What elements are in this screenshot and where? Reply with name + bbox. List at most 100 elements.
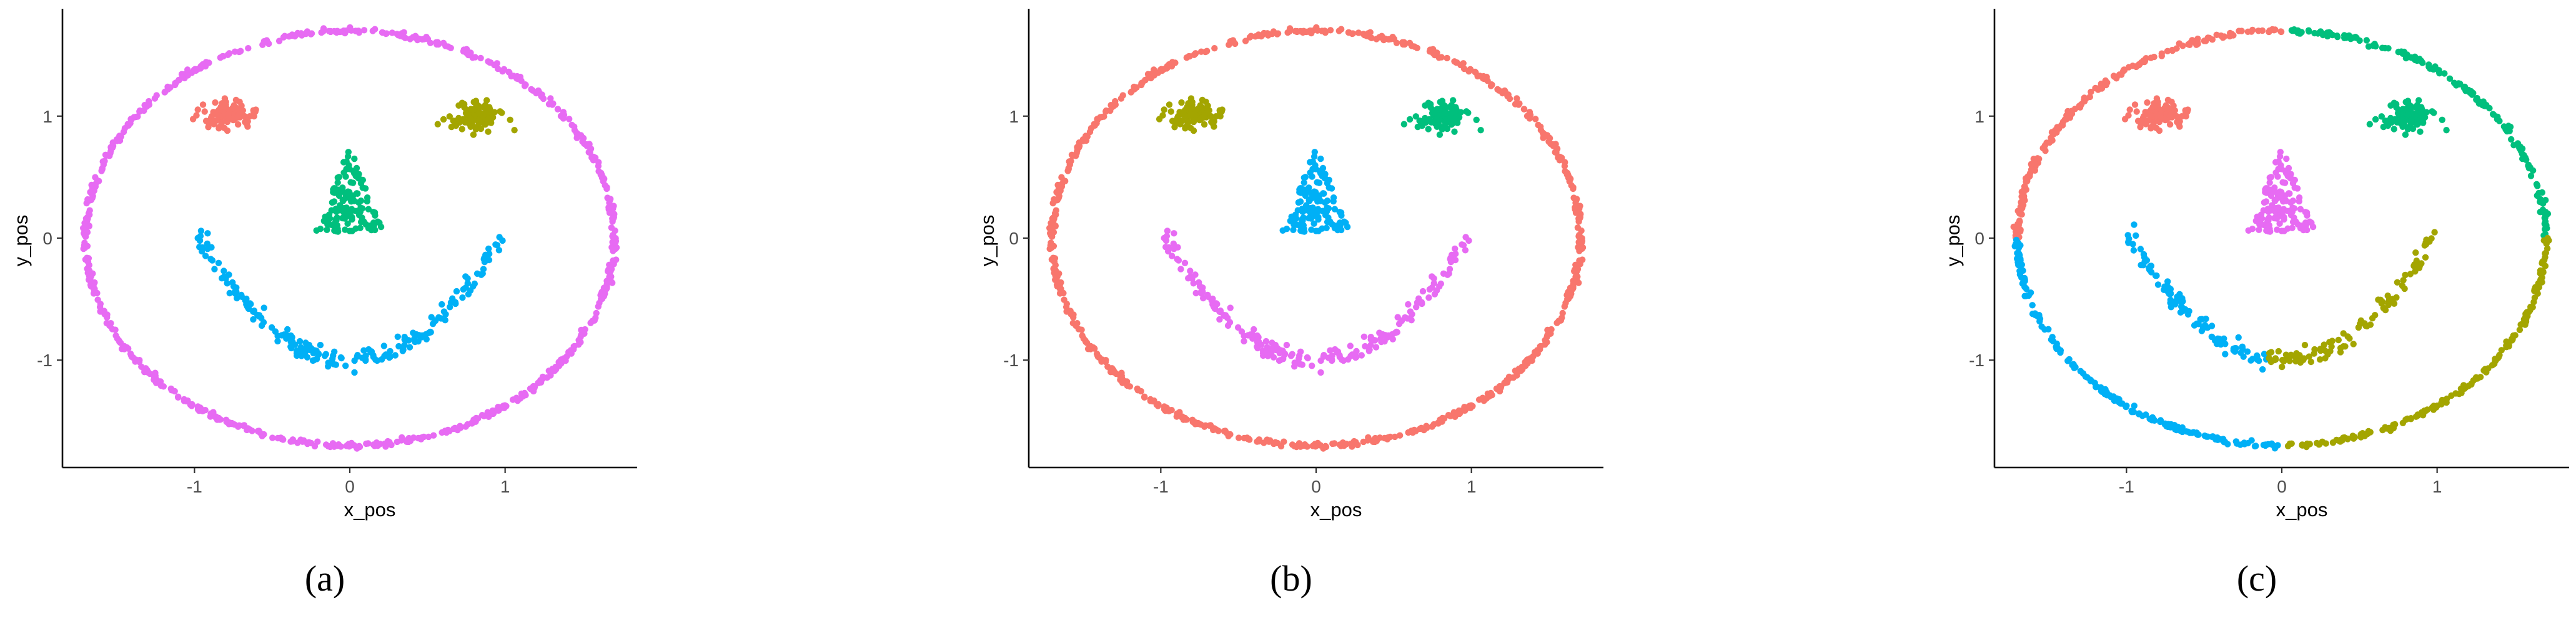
data-point <box>1325 205 1332 212</box>
data-point <box>2028 166 2035 173</box>
scatter-plot-c: -1 0 1 -1 0 1 x_pos y_pos <box>1942 9 2569 521</box>
data-point <box>1314 27 1321 34</box>
data-point <box>2217 436 2224 443</box>
data-point <box>1542 341 1548 348</box>
data-point <box>324 226 330 233</box>
data-point <box>2283 155 2290 162</box>
data-point <box>359 205 366 212</box>
data-point <box>1291 359 1298 366</box>
data-point <box>94 296 101 303</box>
data-point <box>2385 45 2392 52</box>
data-point <box>1316 192 1323 199</box>
x-tick-label: 0 <box>2277 477 2287 496</box>
data-point <box>1576 257 1583 264</box>
data-point <box>389 29 396 36</box>
data-point <box>331 348 338 355</box>
data-point <box>1201 121 1208 128</box>
data-point <box>352 168 359 174</box>
data-point <box>2472 375 2479 382</box>
data-point <box>1300 214 1307 221</box>
data-point <box>94 177 101 184</box>
data-point <box>1309 206 1316 212</box>
data-point <box>2266 214 2272 221</box>
data-point <box>279 332 285 339</box>
data-point <box>1098 114 1106 121</box>
data-point <box>1309 166 1316 172</box>
data-point <box>1372 344 1380 351</box>
data-point <box>1165 63 1172 70</box>
data-point <box>1187 268 1194 274</box>
data-point <box>1461 404 1468 411</box>
data-point <box>268 324 275 331</box>
data-point <box>1288 213 1295 220</box>
data-point <box>1520 106 1528 112</box>
data-point <box>2017 262 2024 269</box>
data-point <box>2412 249 2419 256</box>
data-point <box>1061 296 1068 303</box>
data-point <box>1579 244 1587 251</box>
data-point <box>457 422 463 429</box>
data-point <box>1292 28 1299 34</box>
data-point <box>2286 358 2293 364</box>
data-point <box>2153 95 2161 102</box>
data-point <box>2053 340 2060 348</box>
data-point <box>2281 228 2287 234</box>
data-point <box>535 89 542 96</box>
data-point <box>2138 59 2145 66</box>
data-point <box>1370 437 1377 444</box>
data-point <box>1446 266 1454 272</box>
data-point <box>2268 440 2276 447</box>
data-point <box>2048 129 2056 136</box>
data-point <box>1270 354 1277 361</box>
data-point <box>1303 202 1310 209</box>
data-point <box>2061 116 2068 123</box>
data-point <box>2300 356 2307 363</box>
data-point <box>2294 28 2301 34</box>
data-point <box>320 25 327 32</box>
data-point <box>1266 438 1272 445</box>
data-point <box>1355 29 1362 36</box>
data-point <box>1429 423 1435 430</box>
data-point <box>610 202 617 209</box>
data-point <box>446 113 453 120</box>
data-point <box>91 182 99 189</box>
data-point <box>447 299 455 306</box>
data-point <box>1338 26 1345 32</box>
data-point <box>1553 149 1560 156</box>
data-point <box>2123 403 2129 411</box>
data-point <box>2439 396 2446 404</box>
series-1 <box>1400 97 1484 138</box>
data-point <box>204 240 211 248</box>
data-point <box>1290 226 1297 233</box>
data-point <box>2531 286 2538 293</box>
data-point <box>2414 102 2421 109</box>
data-point <box>349 442 355 449</box>
data-point <box>2329 338 2336 344</box>
data-point <box>2272 26 2279 33</box>
data-point <box>1053 189 1060 196</box>
data-point <box>101 309 108 316</box>
data-point <box>1442 118 1450 124</box>
data-point <box>1078 326 1085 333</box>
data-point <box>1193 419 1200 427</box>
data-point <box>2179 295 2186 302</box>
data-point <box>461 101 468 108</box>
data-point <box>462 109 470 117</box>
data-point <box>247 301 254 308</box>
data-point <box>1333 222 1340 229</box>
data-point <box>1368 34 1375 41</box>
data-point <box>302 339 309 346</box>
data-point <box>1302 192 1309 199</box>
data-point <box>367 222 374 229</box>
x-axis-title: x_pos <box>2276 499 2328 521</box>
data-point <box>2304 226 2311 234</box>
data-point <box>2393 101 2400 108</box>
data-point <box>2164 96 2172 104</box>
data-point <box>1396 432 1404 439</box>
data-point <box>1480 72 1487 80</box>
data-point <box>2235 334 2242 341</box>
data-point <box>2408 118 2415 124</box>
data-point <box>537 379 545 386</box>
data-point <box>1155 401 1162 408</box>
